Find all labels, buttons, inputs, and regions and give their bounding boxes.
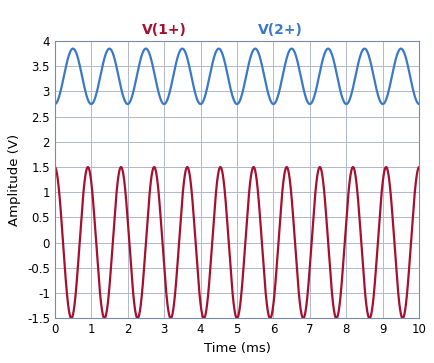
Text: V(2+): V(2+): [258, 23, 302, 37]
Y-axis label: Amplitude (V): Amplitude (V): [8, 134, 21, 226]
Text: V(1+): V(1+): [141, 23, 186, 37]
X-axis label: Time (ms): Time (ms): [203, 342, 270, 355]
